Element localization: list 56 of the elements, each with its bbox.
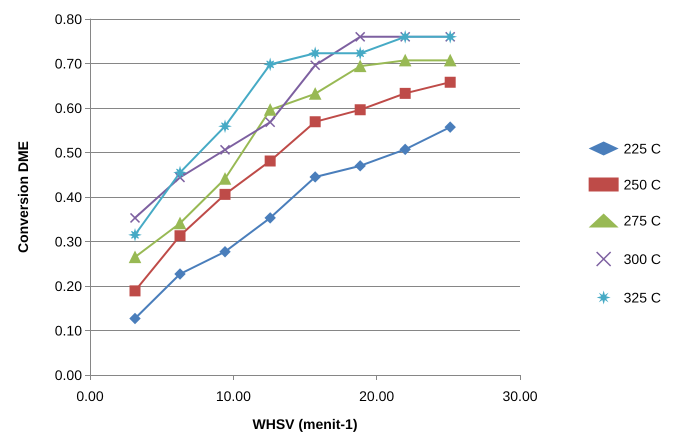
point	[309, 88, 322, 100]
point	[264, 116, 276, 128]
y-tick-label: 0.70	[54, 56, 82, 72]
point	[264, 58, 276, 70]
legend-label: 225 C	[624, 140, 661, 156]
point	[220, 120, 231, 132]
x-axis-title: WHSV (menit-1)	[252, 416, 358, 432]
x-tick-label: 0.00	[76, 388, 104, 404]
legend-label: 250 C	[624, 176, 661, 192]
y-tick-label: 0.80	[54, 11, 82, 27]
point	[444, 54, 456, 66]
point	[130, 229, 141, 240]
point	[174, 230, 186, 242]
y-tick-label: 0.40	[54, 189, 82, 205]
point	[354, 104, 366, 116]
y-tick-label: 0.60	[54, 100, 82, 116]
point	[130, 212, 140, 224]
point	[400, 88, 411, 99]
point	[174, 167, 186, 178]
point	[310, 116, 321, 128]
point	[354, 32, 366, 42]
point	[444, 76, 456, 88]
point	[220, 144, 230, 156]
point	[174, 172, 186, 183]
x-tick-label: 20.00	[359, 388, 394, 404]
point	[310, 171, 321, 182]
y-tick-label: 0.50	[54, 144, 82, 160]
point	[444, 122, 456, 133]
x-tick-label: 30.00	[502, 388, 538, 404]
y-tick-label: 0.20	[54, 278, 82, 294]
legend-label: 275 C	[624, 212, 661, 228]
x-tick-label: 10.00	[216, 388, 252, 404]
point	[129, 251, 142, 264]
y-axis-title: Conversion DME	[15, 140, 31, 254]
point	[354, 60, 366, 72]
point	[220, 188, 231, 200]
point	[264, 104, 276, 116]
point	[264, 155, 276, 166]
y-tick-label: 0.10	[54, 322, 82, 338]
point	[354, 48, 366, 59]
point	[310, 48, 321, 59]
point	[220, 246, 231, 258]
point	[130, 285, 141, 296]
point	[399, 54, 412, 66]
legend-label: 325 C	[624, 290, 661, 306]
y-tick-label: 0.30	[54, 234, 82, 250]
y-tick-label: 0.00	[54, 367, 82, 383]
legend-label: 300 C	[624, 251, 661, 267]
point	[264, 212, 276, 224]
point	[219, 172, 232, 185]
point	[310, 60, 320, 71]
point	[130, 312, 141, 324]
point	[354, 160, 366, 172]
point	[174, 217, 186, 230]
point	[174, 268, 186, 280]
point	[400, 144, 411, 155]
